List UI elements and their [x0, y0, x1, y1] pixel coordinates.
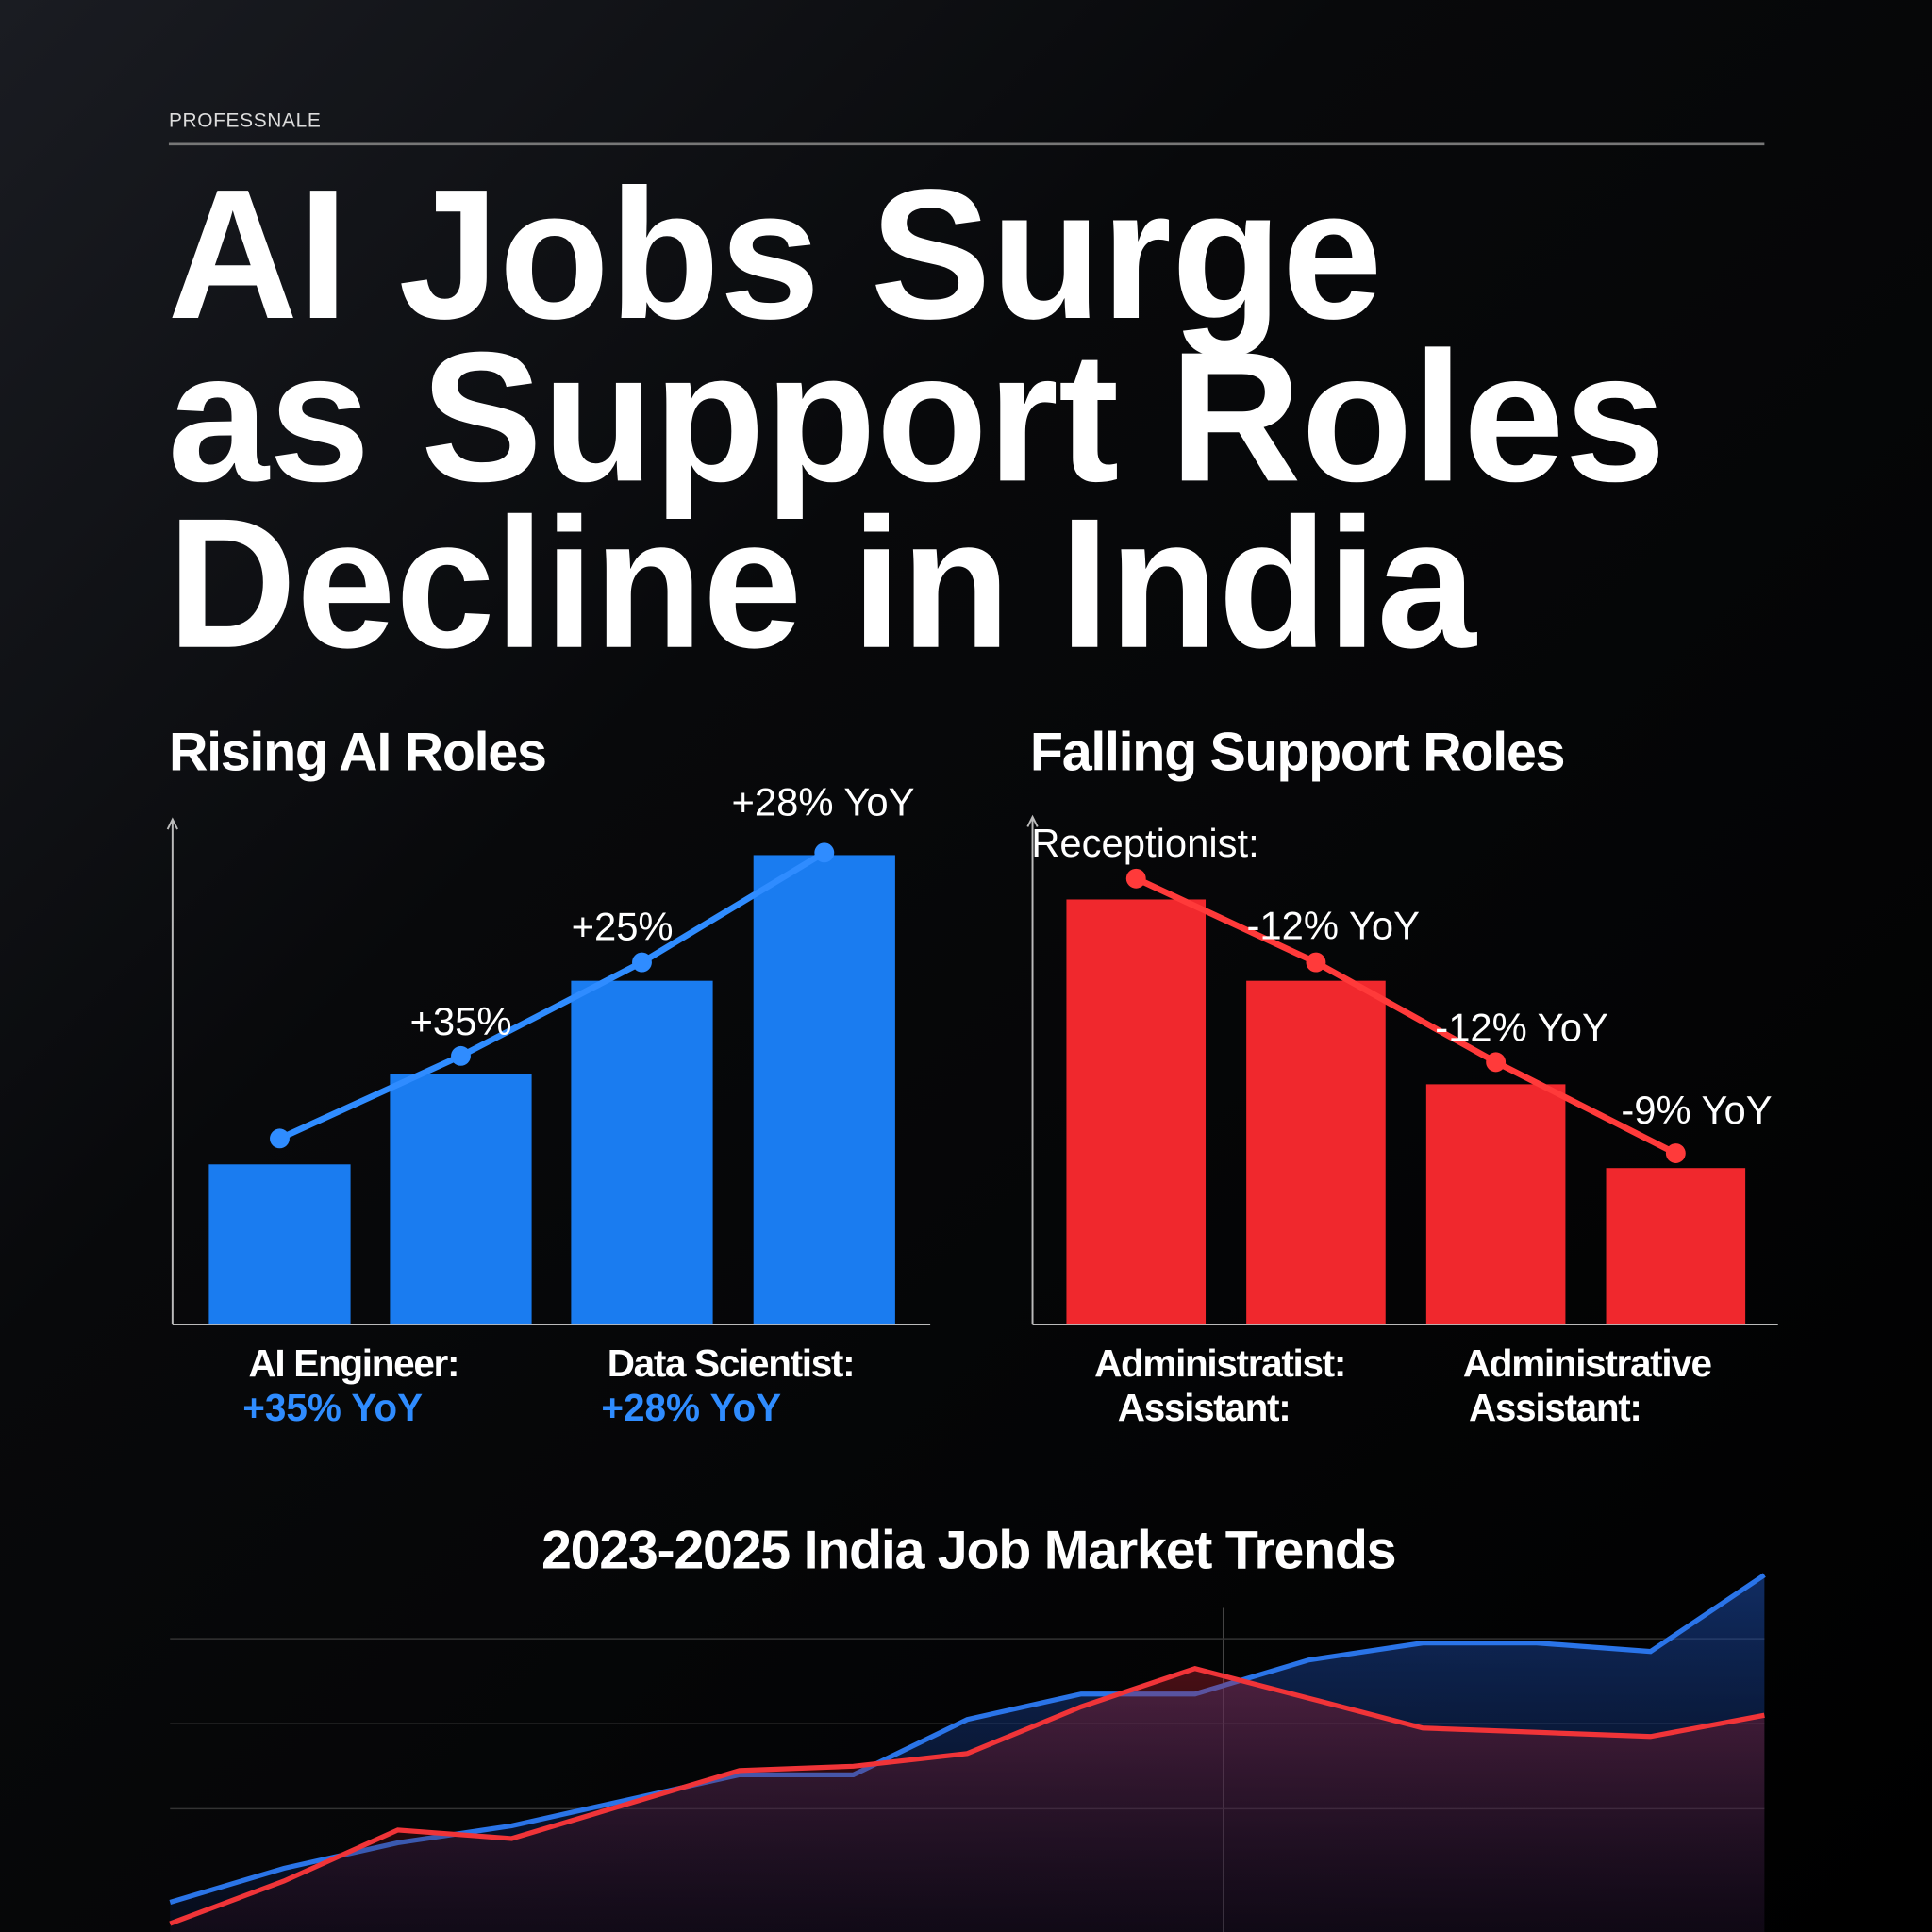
bar: [1425, 1084, 1566, 1325]
area: [170, 1668, 1765, 1932]
point-label: Receptionist:: [1031, 821, 1259, 865]
trend-line: [278, 850, 826, 1141]
category-label: Administratist:: [1094, 1341, 1345, 1385]
trend-point: [270, 1128, 290, 1149]
trend-point: [1665, 1143, 1686, 1163]
bar: [1246, 980, 1386, 1325]
bar: [1606, 1168, 1746, 1325]
category-label: Data Scientist:: [608, 1341, 855, 1385]
trend-point: [451, 1045, 471, 1066]
series-line: [169, 1665, 1765, 1926]
category-change: +35% YoY: [242, 1386, 423, 1429]
brand: PROFESSNALE: [169, 110, 321, 132]
headline-line: Decline in India: [168, 480, 1478, 687]
headline-line: AI Jobs Surge: [168, 151, 1383, 358]
trend-point: [814, 842, 835, 863]
bar: [753, 855, 895, 1325]
point-label: +28% YoY: [731, 780, 914, 824]
point-label: +35%: [409, 999, 511, 1043]
point-label: -12% YoY: [1435, 1006, 1608, 1050]
chart-subtitle: Rising AI Roles: [169, 722, 546, 782]
bar: [208, 1164, 351, 1325]
bar: [571, 980, 713, 1325]
category-label: Administrative: [1463, 1341, 1712, 1385]
point-label: +25%: [572, 905, 674, 949]
category-label: Assistant:: [1469, 1386, 1641, 1429]
y-axis-arrow: [1026, 814, 1039, 827]
trend-point: [1306, 952, 1326, 973]
chart-subtitle: Falling Support Roles: [1030, 722, 1564, 782]
chart-subtitle: 2023-2025 India Job Market Trends: [541, 1521, 1395, 1581]
y-axis-arrow: [166, 817, 178, 830]
category-label: Assistant:: [1118, 1386, 1291, 1429]
trend-point: [1486, 1052, 1507, 1073]
headline-line: as Support Roles: [168, 313, 1666, 520]
category-label: AI Engineer:: [249, 1341, 459, 1385]
category-change: +28% YoY: [601, 1386, 781, 1429]
trend-point: [1125, 868, 1146, 889]
point-label: -12% YoY: [1246, 903, 1420, 947]
trend-point: [632, 952, 652, 973]
trend-line: [1134, 875, 1677, 1157]
bar: [390, 1074, 532, 1325]
bar: [1066, 899, 1207, 1325]
point-label: -9% YoY: [1621, 1088, 1772, 1132]
